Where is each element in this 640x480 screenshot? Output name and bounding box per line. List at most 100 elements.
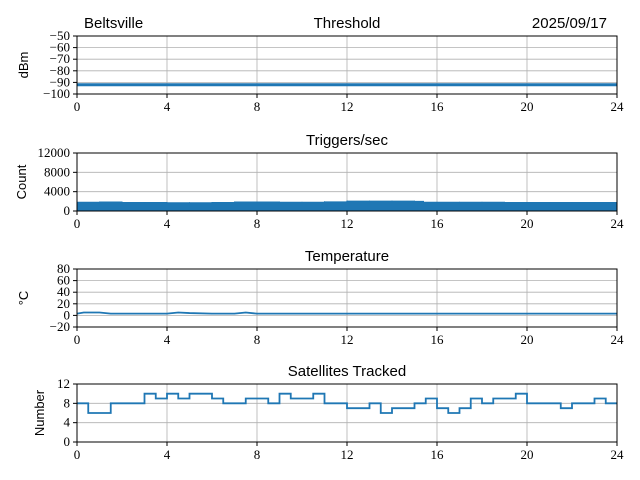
data-point (256, 398, 258, 399)
data-point (380, 412, 382, 414)
data-point (605, 402, 607, 404)
y-tick-label: −60 (50, 40, 70, 55)
y-tick-label: 12 (57, 376, 70, 391)
data-point (422, 201, 425, 203)
data-point (267, 402, 269, 404)
data-point (368, 200, 371, 202)
data-point (222, 402, 224, 404)
data-point (458, 201, 461, 203)
y-tick-label: 4000 (44, 184, 70, 199)
x-tick-label: 8 (254, 332, 261, 347)
data-point (503, 201, 506, 204)
y-axis-label: °C (16, 291, 31, 306)
data-point (582, 402, 584, 404)
panel-1: 0 4 8 12 16 20 24 0 4000 8000 12000 Triggers/sec Cou… (14, 132, 624, 231)
panel-3: 0 4 8 12 16 20 24 0 4 8 12 Satellites Tracked Number (32, 363, 624, 462)
data-point (166, 313, 168, 315)
y-tick-label: −100 (43, 86, 70, 101)
data-point (83, 312, 85, 313)
panel-title: Temperature (305, 248, 389, 265)
x-tick-label: 4 (164, 99, 171, 114)
data-point (436, 407, 438, 409)
data-point (425, 398, 427, 399)
y-tick-label: 60 (57, 273, 70, 288)
x-tick-label: 0 (74, 99, 81, 114)
data-point (323, 201, 326, 203)
y-tick-label: −80 (50, 63, 70, 78)
y-tick-label: 12000 (38, 145, 71, 160)
data-point (121, 402, 123, 404)
x-tick-label: 4 (164, 332, 171, 347)
panel-title: Satellites Tracked (288, 363, 406, 380)
data-point (144, 393, 145, 395)
data-point (211, 398, 213, 399)
x-tick-label: 24 (611, 99, 625, 114)
date-label: 2025/09/17 (532, 15, 607, 32)
panel-title: Threshold (314, 15, 381, 32)
data-point (188, 202, 191, 204)
x-tick-label: 16 (431, 216, 445, 231)
data-point (526, 402, 528, 404)
data-point (200, 393, 202, 395)
data-point (470, 398, 472, 399)
data-point (110, 402, 112, 404)
data-point (369, 402, 370, 404)
data-point (245, 312, 247, 313)
y-tick-label: 20 (57, 296, 70, 311)
x-tick-label: 16 (431, 99, 445, 114)
y-tick-label: 8 (64, 395, 71, 410)
series-group (77, 83, 617, 87)
data-point (99, 412, 100, 414)
data-point (571, 402, 573, 404)
data-point (234, 402, 235, 404)
x-tick-label: 20 (521, 216, 534, 231)
x-tick-label: 4 (164, 447, 171, 462)
data-point (447, 412, 449, 414)
x-tick-label: 0 (74, 447, 81, 462)
data-point (548, 201, 551, 204)
x-tick-label: 12 (341, 447, 354, 462)
data-point (481, 201, 483, 203)
data-point (391, 407, 393, 409)
series-group (77, 200, 617, 211)
data-point (166, 202, 168, 204)
data-point (87, 412, 89, 414)
data-point (594, 398, 595, 399)
data-point (110, 313, 112, 315)
x-tick-label: 0 (74, 216, 81, 231)
data-point (346, 200, 348, 202)
x-tick-label: 12 (341, 216, 354, 231)
data-point (256, 201, 258, 203)
data-point (99, 312, 100, 313)
data-point (526, 313, 528, 315)
y-tick-label: 8000 (44, 164, 70, 179)
data-point (526, 201, 528, 204)
x-tick-label: 0 (74, 332, 81, 347)
series-group (77, 392, 617, 414)
data-point (132, 402, 134, 404)
y-tick-label: 0 (64, 434, 71, 449)
data-point (312, 393, 314, 395)
x-tick-label: 4 (164, 216, 171, 231)
x-tick-label: 20 (521, 332, 534, 347)
data-point (177, 312, 179, 313)
data-point (402, 407, 404, 409)
data-point (234, 313, 235, 315)
x-tick-label: 24 (611, 332, 625, 347)
data-point (459, 407, 460, 409)
y-tick-label: 0 (64, 203, 71, 218)
data-point (504, 398, 505, 399)
data-point (357, 407, 359, 409)
x-tick-label: 12 (341, 99, 354, 114)
y-tick-label: 80 (57, 261, 70, 276)
y-axis-label: dBm (16, 52, 31, 79)
data-point (481, 402, 483, 404)
data-point (155, 398, 157, 399)
data-point (233, 201, 236, 203)
panel-0: 0 4 8 12 16 20 24 −100−90−80−70−60−50 Threshold d… (16, 15, 624, 114)
y-tick-label: 4 (64, 415, 71, 430)
x-tick-label: 8 (254, 447, 261, 462)
triggers-area (77, 200, 617, 211)
data-point (121, 313, 123, 315)
